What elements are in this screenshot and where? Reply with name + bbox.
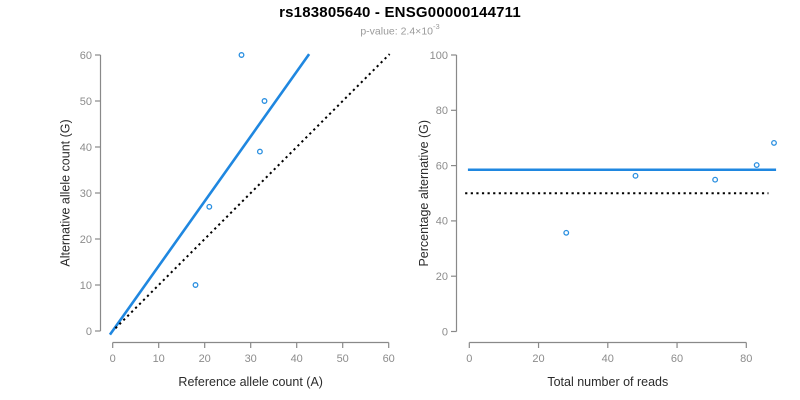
y-tick-label: 40: [436, 216, 448, 228]
data-point: [206, 203, 213, 210]
allele-counts-scatter-panel: 0 10 20 30 40 50 60 0 10 20 30 40 50 60 Reference alle…: [59, 50, 395, 389]
x-tick-label: 20: [199, 353, 211, 365]
data-point: [632, 172, 639, 179]
y-axis-title: Alternative allele count (G): [59, 119, 73, 266]
x-tick-label: 0: [110, 353, 116, 365]
p-value-text: p-value: 2.4×10: [360, 25, 433, 38]
y-tick-label: 20: [80, 234, 92, 246]
y-axis-title: Percentage alternative (G): [417, 120, 431, 267]
y-tick-label: 60: [436, 160, 448, 172]
figure-title: rs183805640 - ENSG00000144711: [279, 4, 521, 21]
x-tick-label: 10: [153, 353, 165, 365]
data-point: [192, 282, 199, 288]
figure-subtitle: p-value: 2.4×10-3: [0, 22, 800, 38]
y-tick-label: 80: [436, 105, 448, 117]
y-tick-label: 30: [80, 188, 92, 200]
p-value-exponent: -3: [433, 22, 440, 31]
data-point: [238, 52, 245, 58]
x-tick-label: 80: [740, 353, 752, 365]
x-axis-title: Reference allele count (A): [178, 375, 323, 389]
identity-line: [114, 53, 391, 329]
data-point: [563, 229, 570, 236]
x-axis-title: Total number of reads: [547, 375, 668, 389]
data-point: [771, 139, 777, 146]
x-tick-label: 0: [466, 353, 472, 365]
x-tick-label: 20: [532, 353, 544, 365]
x-tick-label: 40: [602, 353, 614, 365]
data-point: [256, 148, 263, 155]
y-tick-label: 100: [430, 50, 448, 62]
x-tick-label: 40: [291, 353, 303, 365]
y-tick-label: 10: [80, 280, 92, 292]
fit-line: [108, 53, 311, 336]
x-tick-label: 60: [671, 353, 683, 365]
data-point: [753, 162, 760, 168]
y-tick-label: 60: [80, 50, 92, 62]
data-point: [261, 98, 268, 104]
y-tick-label: 20: [436, 271, 448, 283]
y-tick-label: 0: [442, 326, 448, 338]
x-tick-label: 60: [383, 353, 395, 365]
y-tick-label: 0: [86, 326, 92, 338]
x-tick-label: 50: [337, 353, 349, 365]
y-tick-label: 40: [80, 142, 92, 154]
data-point: [712, 176, 719, 183]
y-tick-label: 50: [80, 96, 92, 108]
x-tick-label: 30: [245, 353, 257, 365]
percentage-alternative-scatter-panel: 0 20 40 60 80 100 0 20 40 60 80 Total number of rea…: [417, 50, 777, 389]
